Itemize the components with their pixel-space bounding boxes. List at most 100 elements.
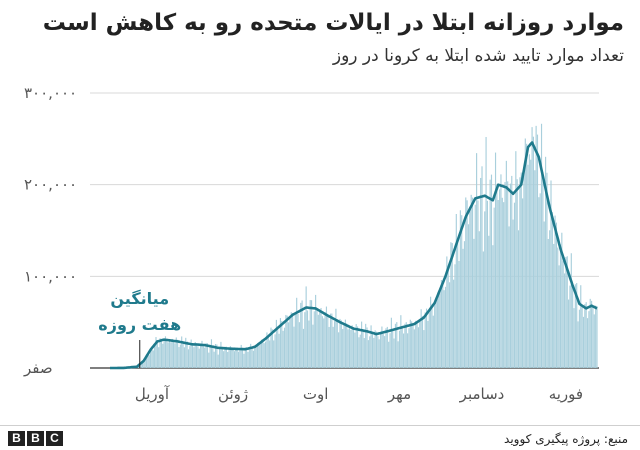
daily-bar xyxy=(565,257,567,368)
daily-bar xyxy=(260,339,263,368)
daily-bar xyxy=(151,346,153,368)
daily-bar xyxy=(338,332,340,368)
daily-bar xyxy=(420,309,422,368)
daily-bar xyxy=(589,298,591,368)
daily-bar xyxy=(588,311,590,368)
daily-bar xyxy=(289,317,291,368)
y-axis-labels: صفر ۱۰۰,۰۰۰ ۲۰۰,۰۰۰ ۳۰۰,۰۰۰ xyxy=(23,84,77,377)
daily-bar xyxy=(531,127,533,369)
daily-bar xyxy=(177,339,179,368)
daily-bar xyxy=(532,136,534,368)
chart-subtitle: تعداد موارد تایید شده ابتلا به کرونا در … xyxy=(332,46,624,66)
daily-bar xyxy=(304,312,306,368)
daily-bar xyxy=(370,325,372,368)
daily-bar xyxy=(212,347,214,368)
daily-bar xyxy=(411,321,413,368)
daily-bar xyxy=(182,343,184,368)
daily-bar xyxy=(282,330,284,368)
seven-day-average-line xyxy=(110,141,598,370)
daily-bar xyxy=(407,333,409,368)
daily-bar xyxy=(343,323,345,368)
daily-bar xyxy=(592,306,594,368)
daily-bar xyxy=(198,348,200,368)
daily-bar xyxy=(584,304,586,368)
daily-bar xyxy=(392,330,394,368)
daily-bar xyxy=(164,336,167,368)
daily-bar xyxy=(550,180,552,368)
daily-bar xyxy=(508,226,510,368)
daily-bar xyxy=(150,348,152,368)
daily-bar xyxy=(522,198,524,368)
daily-bar xyxy=(327,314,329,368)
daily-bar xyxy=(335,308,337,368)
daily-bar xyxy=(526,143,528,368)
daily-bar xyxy=(315,294,317,368)
daily-bars xyxy=(110,123,598,369)
daily-bar xyxy=(217,354,219,368)
daily-bar xyxy=(511,175,513,368)
daily-bar xyxy=(228,349,230,368)
daily-bar xyxy=(439,288,441,368)
x-tick-label: دسامبر xyxy=(459,385,505,403)
daily-bar xyxy=(540,123,543,368)
chart-area: صفر ۱۰۰,۰۰۰ ۲۰۰,۰۰۰ ۳۰۰,۰۰۰ آوریل ژوئن اوت مهر… xyxy=(23,84,599,403)
daily-bar xyxy=(306,310,309,368)
daily-bar xyxy=(409,319,411,368)
daily-bar xyxy=(523,171,525,368)
daily-bar xyxy=(251,347,253,368)
daily-bar xyxy=(428,312,430,368)
daily-bar xyxy=(148,355,150,368)
daily-bar xyxy=(194,341,196,368)
daily-bar xyxy=(378,339,380,368)
daily-bar xyxy=(363,338,365,368)
daily-bar xyxy=(209,347,211,368)
daily-bar xyxy=(542,172,544,368)
daily-bar xyxy=(231,347,233,368)
daily-bar xyxy=(185,337,187,368)
daily-bar xyxy=(474,204,476,368)
daily-bar xyxy=(324,312,326,368)
daily-bar xyxy=(577,321,579,368)
daily-bar xyxy=(232,349,234,368)
daily-bar xyxy=(279,318,282,368)
daily-bar xyxy=(461,215,463,368)
daily-bar xyxy=(517,230,520,368)
bbc-logo-letter: B xyxy=(8,431,25,446)
daily-bar xyxy=(271,329,273,368)
daily-bar xyxy=(554,215,556,368)
daily-bar xyxy=(484,211,486,368)
daily-bar xyxy=(216,344,218,368)
daily-bar xyxy=(158,347,160,368)
y-tick-label: صفر xyxy=(23,359,53,377)
daily-bar xyxy=(528,154,530,368)
daily-bar xyxy=(197,346,199,368)
daily-bar xyxy=(220,341,222,368)
daily-bar xyxy=(377,336,379,368)
daily-bar xyxy=(278,333,280,368)
x-axis-labels: آوریل ژوئن اوت مهر دسامبر فوریه xyxy=(135,385,583,403)
daily-bar xyxy=(553,243,555,368)
daily-bar xyxy=(389,333,391,368)
daily-bar xyxy=(384,336,386,368)
daily-bar xyxy=(154,345,156,368)
daily-bar xyxy=(570,253,572,368)
daily-bar xyxy=(354,332,356,368)
daily-bar xyxy=(546,172,548,368)
daily-bar xyxy=(430,296,432,368)
daily-bar xyxy=(501,197,503,368)
daily-bar xyxy=(208,352,210,368)
daily-bar xyxy=(427,320,429,368)
daily-bar xyxy=(425,308,428,368)
daily-bar xyxy=(536,134,539,368)
daily-bar xyxy=(256,345,259,368)
daily-bar xyxy=(581,305,583,368)
daily-bar xyxy=(459,210,461,368)
daily-bar xyxy=(519,177,521,368)
daily-bar xyxy=(367,340,369,368)
daily-bar xyxy=(170,342,172,368)
daily-bar xyxy=(225,346,227,368)
daily-bar xyxy=(190,339,192,368)
bbc-logo-letter: B xyxy=(27,431,44,446)
daily-bar xyxy=(248,348,250,368)
daily-bar xyxy=(424,312,426,368)
